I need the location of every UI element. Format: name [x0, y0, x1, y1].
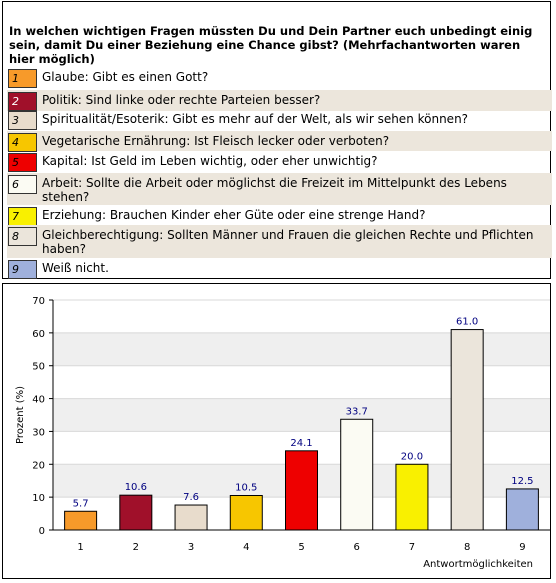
legend-swatch: 4 [8, 133, 37, 152]
legend-label: Kapital: Ist Geld im Leben wichtig, oder… [42, 154, 378, 168]
y-tick-label: 30 [32, 427, 45, 438]
legend-label: Gleichberechtigung: Sollten Männer und F… [42, 228, 534, 256]
bar [505, 488, 539, 531]
bar-value-label: 61.0 [456, 317, 478, 328]
x-tick-label: 3 [188, 542, 194, 553]
legend-label: Arbeit: Sollte die Arbeit oder möglichst… [42, 176, 507, 204]
legend-label: Erziehung: Brauchen Kinder eher Güte ode… [42, 208, 426, 222]
bar-value-label: 20.0 [401, 451, 423, 462]
legend-swatch: 5 [8, 153, 37, 172]
x-tick-label: 2 [133, 542, 139, 553]
legend-label: Spiritualität/Esoterik: Gibt es mehr auf… [42, 112, 469, 126]
bar-chart: 0 10 20 30 40 50 60 70 5.7 1 10.6 2 7.6 3 10.5 4 24.1 5 33… [15, 296, 550, 570]
bar [285, 450, 318, 531]
legend-label: Politik: Sind linke oder rechte Parteien… [42, 93, 321, 107]
y-tick-label: 10 [32, 493, 45, 504]
y-tick-label: 60 [32, 329, 45, 340]
bar-value-label: 10.5 [235, 483, 257, 494]
x-tick-label: 5 [298, 542, 304, 553]
legend-item: 9 Weiß nicht. [7, 258, 552, 280]
bar-value-label: 12.5 [511, 476, 533, 487]
legend-swatch: 3 [8, 111, 37, 130]
bar-value-label: 7.6 [183, 492, 199, 503]
y-tick-label: 50 [32, 362, 45, 373]
survey-question: In welchen wichtigen Fragen müssten Du u… [9, 24, 533, 66]
legend-panel: In welchen wichtigen Fragen müssten Du u… [2, 1, 552, 280]
y-tick-label: 40 [32, 395, 45, 406]
y-tick-label: 70 [32, 296, 45, 307]
legend-item: 8 Gleichberechtigung: Sollten Männer und … [7, 225, 552, 258]
legend-swatch: 7 [8, 207, 37, 226]
bar-value-label: 5.7 [73, 498, 89, 509]
y-axis-title: Prozent (%) [15, 386, 26, 444]
bar [450, 329, 484, 531]
x-tick-label: 4 [243, 542, 249, 553]
legend-swatch: 1 [8, 69, 37, 88]
legend-label: Vegetarische Ernährung: Ist Fleisch leck… [42, 134, 390, 148]
x-tick-label: 6 [354, 542, 360, 553]
legend-item: 6 Arbeit: Sollte die Arbeit oder möglichs… [7, 173, 552, 205]
x-tick-label: 1 [77, 542, 83, 553]
bar [229, 495, 263, 531]
bar-value-label: 24.1 [290, 438, 312, 449]
legend-item: 7 Erziehung: Brauchen Kinder eher Güte od… [7, 205, 552, 226]
bar [340, 418, 374, 531]
x-tick-label: 9 [519, 542, 525, 553]
bar [395, 463, 429, 531]
legend-label: Weiß nicht. [42, 261, 109, 275]
bar-value-label: 33.7 [346, 406, 368, 417]
bar [119, 494, 153, 531]
x-tick-label: 7 [409, 542, 415, 553]
bar [174, 504, 208, 531]
y-tick-label: 20 [32, 460, 45, 471]
y-tick-label: 0 [39, 526, 45, 537]
bar-value-label: 10.6 [125, 482, 147, 493]
x-tick-label: 8 [464, 542, 470, 553]
legend-item: 5 Kapital: Ist Geld im Leben wichtig, ode… [7, 151, 552, 173]
legend-label: Glaube: Gibt es einen Gott? [42, 70, 209, 84]
x-axis-title: Antwortmöglichkeiten [423, 559, 533, 570]
legend-swatch: 8 [8, 227, 37, 246]
legend-swatch: 2 [8, 92, 37, 111]
legend-item: 2 Politik: Sind linke oder rechte Parteie… [7, 90, 552, 111]
legend-item: 4 Vegetarische Ernährung: Ist Fleisch lec… [7, 131, 552, 152]
bar [64, 510, 98, 531]
legend-swatch: 6 [8, 175, 37, 194]
legend-item: 3 Spiritualität/Esoterik: Gibt es mehr au… [7, 109, 552, 131]
legend-item: 1 Glaube: Gibt es einen Gott? [7, 67, 552, 89]
legend-swatch: 9 [8, 260, 37, 279]
chart-panel: 0 10 20 30 40 50 60 70 5.7 1 10.6 2 7.6 3 10.5 4 24.1 5 33… [2, 283, 551, 579]
